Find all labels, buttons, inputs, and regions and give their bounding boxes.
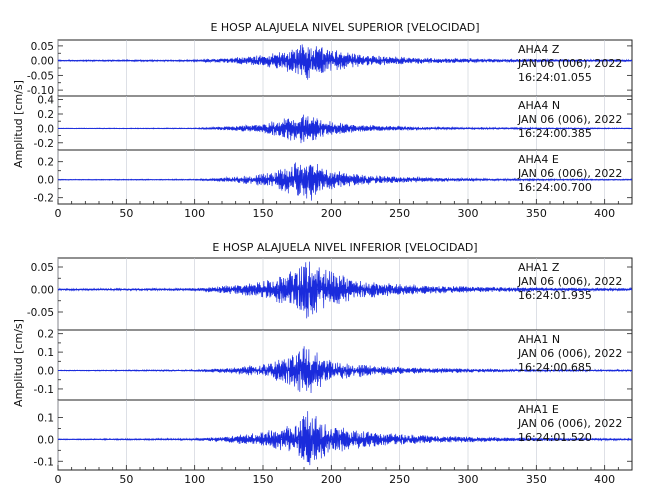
x-tick-label: 50 (119, 473, 133, 486)
y-tick-label: 0.00 (31, 56, 54, 68)
lower-section-ylabel: Amplitud [cm/s] (12, 319, 25, 407)
record-date-label: JAN 06 (006), 2022 (517, 113, 622, 126)
y-tick-label: 0.00 (31, 285, 54, 297)
station-component-label: AHA4 Z (518, 43, 560, 56)
waveform-trace (58, 114, 632, 144)
y-tick-label: 0.0 (37, 175, 54, 187)
y-tick-label: -0.1 (34, 456, 55, 468)
x-tick-label: 350 (526, 207, 547, 220)
upper-section-title: E HOSP ALAJUELA NIVEL SUPERIOR [VELOCIDA… (210, 21, 479, 34)
y-tick-label: 0.2 (37, 157, 54, 169)
waveform-trace (58, 411, 632, 466)
y-tick-label: 0.0 (37, 366, 54, 378)
record-time-label: 16:24:01.520 (518, 431, 592, 444)
record-time-label: 16:24:00.385 (518, 127, 592, 140)
x-tick-label: 400 (594, 207, 615, 220)
y-tick-label: 0.4 (37, 95, 54, 107)
waveform-trace (58, 346, 632, 393)
x-tick-label: 250 (389, 207, 410, 220)
x-tick-label: 150 (253, 473, 274, 486)
x-tick-label: 0 (55, 207, 62, 220)
station-component-label: AHA1 N (518, 333, 560, 346)
x-tick-label: 200 (321, 207, 342, 220)
y-tick-label: -0.2 (34, 193, 55, 205)
station-component-label: AHA1 E (518, 403, 559, 416)
record-date-label: JAN 06 (006), 2022 (517, 167, 622, 180)
x-tick-label: 300 (458, 207, 479, 220)
waveform-trace (58, 162, 632, 201)
upper-section-ylabel: Amplitud [cm/s] (12, 80, 25, 168)
y-tick-label: 0.2 (37, 329, 54, 341)
lower-section-title: E HOSP ALAJUELA NIVEL INFERIOR [VELOCIDA… (212, 241, 477, 254)
record-time-label: 16:24:01.935 (518, 289, 592, 302)
record-time-label: 16:24:01.055 (518, 71, 592, 84)
y-tick-label: -0.05 (27, 307, 54, 319)
x-tick-label: 0 (55, 473, 62, 486)
y-tick-label: -0.2 (34, 138, 55, 150)
record-time-label: 16:24:00.700 (518, 181, 592, 194)
x-tick-label: 250 (389, 473, 410, 486)
y-tick-label: -0.1 (34, 384, 55, 396)
y-tick-label: -0.10 (27, 85, 54, 97)
record-time-label: 16:24:00.685 (518, 361, 592, 374)
record-date-label: JAN 06 (006), 2022 (517, 417, 622, 430)
y-tick-label: 0.05 (31, 262, 54, 274)
y-tick-label: 0.05 (31, 41, 54, 53)
x-tick-label: 50 (119, 207, 133, 220)
station-component-label: AHA1 Z (518, 261, 560, 274)
station-component-label: AHA4 N (518, 99, 560, 112)
y-tick-label: 0.0 (37, 123, 54, 135)
upper-seismogram-section: E HOSP ALAJUELA NIVEL SUPERIOR [VELOCIDA… (12, 21, 633, 220)
x-tick-label: 100 (184, 207, 205, 220)
x-tick-label: 100 (184, 473, 205, 486)
y-tick-label: 0.1 (37, 347, 54, 359)
x-tick-label: 350 (526, 473, 547, 486)
lower-seismogram-section: E HOSP ALAJUELA NIVEL INFERIOR [VELOCIDA… (12, 241, 633, 486)
y-tick-label: 0.2 (37, 109, 54, 121)
waveform-trace (58, 44, 632, 80)
station-component-label: AHA4 E (518, 153, 559, 166)
y-tick-label: 0.0 (37, 434, 54, 446)
x-tick-label: 150 (253, 207, 274, 220)
x-tick-label: 300 (458, 473, 479, 486)
waveform-trace (58, 261, 632, 319)
record-date-label: JAN 06 (006), 2022 (517, 275, 622, 288)
record-date-label: JAN 06 (006), 2022 (517, 57, 622, 70)
y-tick-label: 0.1 (37, 413, 54, 425)
y-tick-label: -0.05 (27, 70, 54, 82)
x-tick-label: 400 (594, 473, 615, 486)
record-date-label: JAN 06 (006), 2022 (517, 347, 622, 360)
x-tick-label: 200 (321, 473, 342, 486)
